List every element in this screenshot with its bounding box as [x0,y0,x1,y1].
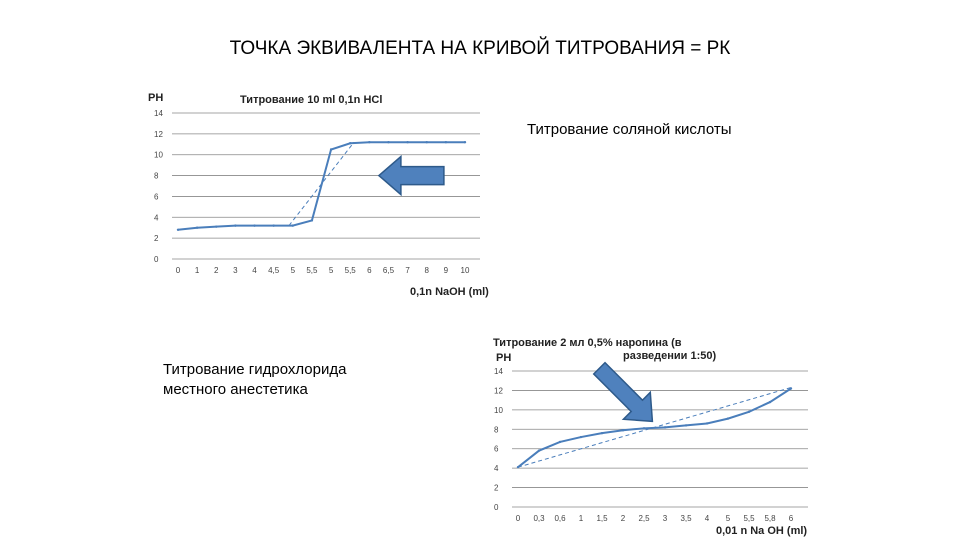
chart-title-line: Титрование 2 мл 0,5% наропина (в [493,337,682,349]
x-tick-label: 9 [444,266,449,275]
y-tick-label: 10 [154,151,163,160]
x-tick-label: 0,6 [554,514,566,523]
chart-title-line: разведении 1:50) [623,350,717,362]
x-tick-label: 5,5 [345,266,357,275]
series-line [517,387,792,468]
data-point [726,417,730,420]
x-tick-label: 7 [405,266,410,275]
y-tick-label: 6 [154,192,159,201]
y-tick-label: 14 [154,109,163,118]
y-tick-label: 10 [494,406,503,415]
data-point [387,141,390,144]
x-tick-label: 3 [663,514,668,523]
data-point [368,141,371,144]
data-point [747,410,751,413]
y-tick-label: 4 [494,464,499,473]
x-tick-label: 0 [176,266,181,275]
y-tick-label: 4 [154,213,159,222]
x-tick-label: 2 [621,514,626,523]
x-tick-label: 10 [461,266,470,275]
y-tick-label: 2 [494,484,499,493]
y-axis-title: PH [148,92,163,104]
data-point [272,224,275,227]
data-point [768,400,772,404]
x-tick-label: 4 [252,266,257,275]
data-point [195,226,199,229]
data-point [537,449,541,452]
data-point [705,422,709,425]
data-point [310,219,314,222]
x-axis-title: 0,01 n Na OH (ml) [716,525,807,537]
data-point [621,429,625,432]
y-tick-label: 2 [154,234,159,243]
x-tick-label: 0,3 [533,514,545,523]
x-tick-label: 6 [367,266,372,275]
data-point [329,148,333,151]
data-point [516,465,520,469]
x-tick-label: 5,8 [764,514,776,523]
x-tick-label: 3 [233,266,238,275]
y-axis-title: PH [496,352,511,364]
x-tick-label: 6,5 [383,266,395,275]
x-axis-title: 0,1n NaOH (ml) [410,286,489,298]
naropin-titration-chart: 0 2 4 6 8 10 12 14 0 0,3 0,6 1 1,5 2 2,5 3 3,5 4 5 5,5 5,8 6 Т… [493,337,808,537]
data-point [684,424,688,427]
x-tick-label: 5 [291,266,296,275]
x-tick-label: 5,5 [743,514,755,523]
x-tick-label: 0 [516,514,521,523]
series-line [177,141,465,231]
y-tick-label: 6 [494,445,499,454]
arrow-shape [592,361,654,423]
data-point [425,141,428,144]
x-tick-label: 3,5 [680,514,692,523]
data-point [463,141,467,144]
y-tick-label: 8 [494,425,499,434]
x-tick-label: 5 [329,266,334,275]
slide-title: ТОЧКА ЭКВИВАЛЕНТА НА КРИВОЙ ТИТРОВАНИЯ =… [229,38,731,59]
arrow-icon [592,361,654,423]
x-tick-label: 1 [195,266,200,275]
data-point [349,142,352,145]
x-tick-label: 2 [214,266,219,275]
x-tick-label: 2,5 [638,514,650,523]
data-point [444,141,448,144]
x-tick-label: 1,5 [596,514,608,523]
y-tick-label: 14 [494,367,503,376]
x-tick-label: 4,5 [268,266,280,275]
x-tick-label: 8 [425,266,430,275]
data-point [789,387,793,390]
data-point [406,141,409,144]
data-point [215,225,218,228]
caption-hcl: Титрование соляной кислоты [527,121,732,138]
data-point [176,228,180,231]
x-tick-label: 5,5 [306,266,318,275]
chart-title: Титрование 10 ml 0,1n HCl [240,94,382,106]
x-tick-label: 5 [726,514,731,523]
data-point [253,224,256,227]
y-tick-label: 12 [494,386,503,395]
arrow-icon [377,154,445,197]
x-tick-label: 6 [789,514,794,523]
y-tick-label: 0 [494,503,499,512]
data-point [558,440,562,444]
x-tick-label: 4 [705,514,710,523]
x-tick-label: 1 [579,514,584,523]
data-point [642,427,646,430]
y-tick-label: 0 [154,255,159,264]
y-tick-label: 8 [154,172,159,181]
data-point [234,224,237,227]
data-point [579,435,583,439]
y-tick-label: 12 [154,130,163,139]
data-point [291,224,294,227]
data-point [663,426,667,429]
chart-title: Титрование 2 мл 0,5% наропина (в разведен… [493,337,717,362]
caption-anesthetic: Титрование гидрохлорида местного анестет… [163,361,347,398]
data-point [600,431,604,435]
